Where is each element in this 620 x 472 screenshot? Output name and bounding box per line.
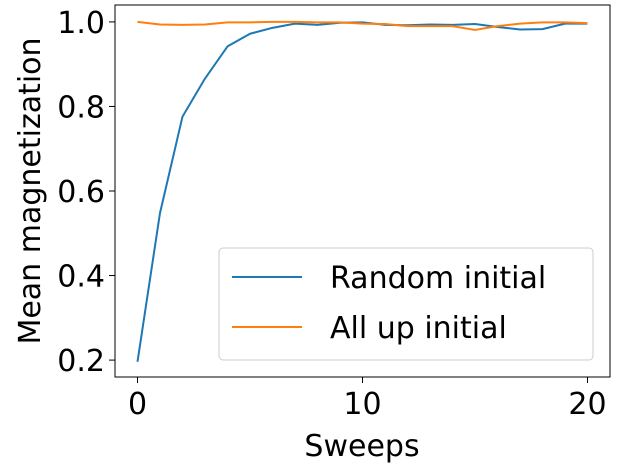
x-tick-label: 20 <box>568 387 606 422</box>
y-tick-label: 0.8 <box>57 90 105 125</box>
series-lines <box>136 20 588 362</box>
y-axis-label: Mean magnetization <box>13 37 48 344</box>
legend-box <box>218 247 594 361</box>
legend-label-random: Random initial <box>330 261 546 296</box>
legend-label-all-up: All up initial <box>330 311 507 346</box>
y-tick-label: 0.2 <box>57 344 105 379</box>
series-line-random <box>136 21 588 362</box>
y-axis: 0.2 0.4 0.6 0.8 1.0 <box>57 6 115 379</box>
y-tick-label: 0.4 <box>57 260 105 295</box>
y-tick-label: 0.6 <box>57 175 105 210</box>
x-tick-label: 10 <box>343 387 381 422</box>
series-line-all-up <box>137 20 588 31</box>
x-tick-label: 0 <box>128 387 147 422</box>
y-tick-label: 1.0 <box>57 6 105 41</box>
x-axis: 0 10 20 <box>128 377 607 422</box>
legend: Random initial All up initial <box>218 247 594 361</box>
x-axis-label: Sweeps <box>304 429 419 464</box>
